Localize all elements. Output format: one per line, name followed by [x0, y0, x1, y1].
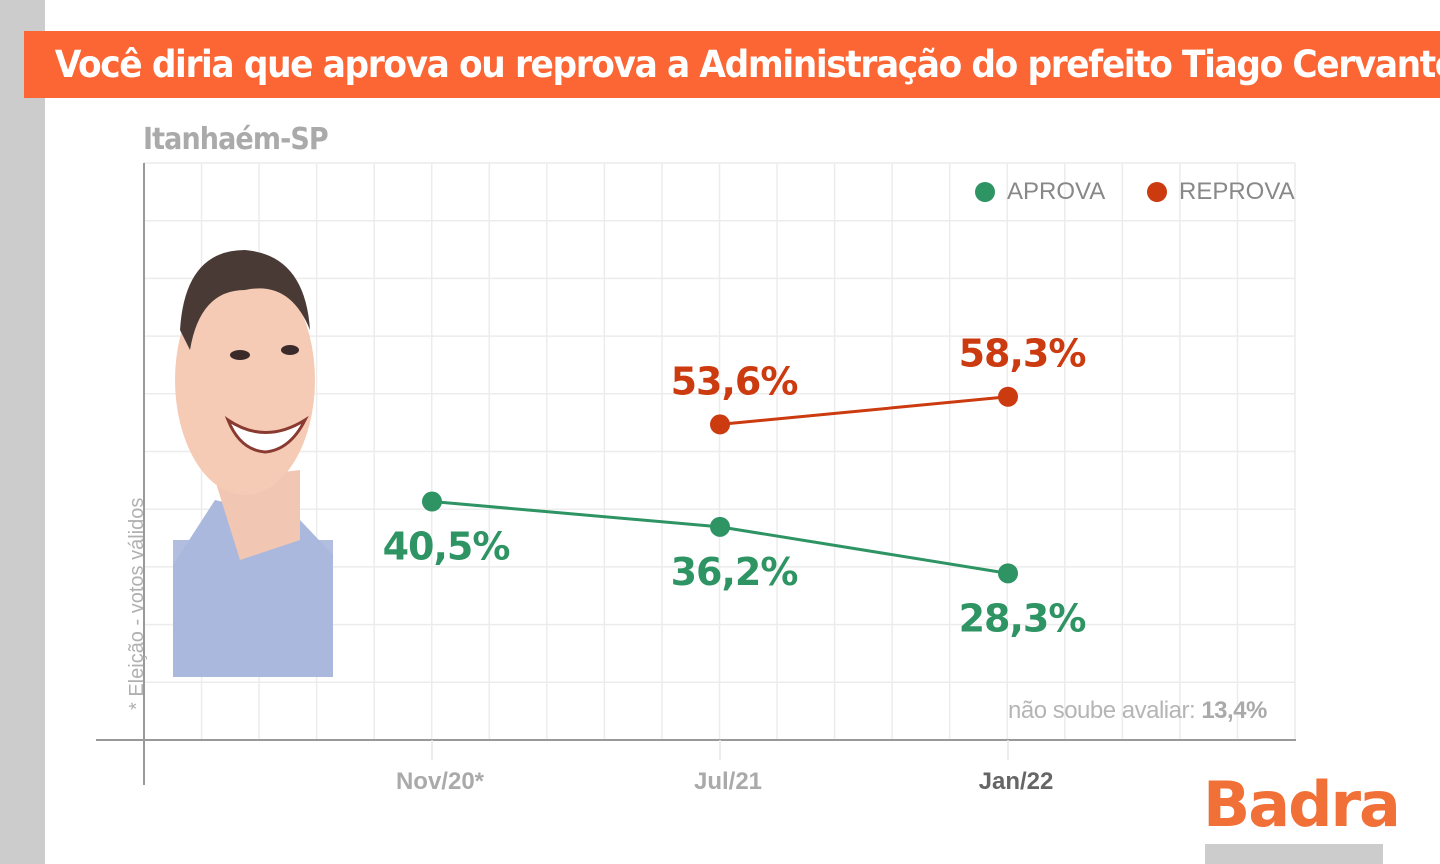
data-point-reprova [710, 414, 730, 435]
data-label: 28,3% [959, 596, 1086, 640]
smile [224, 415, 309, 454]
title-banner: Você diria que aprova ou reprova a Admin… [24, 31, 1440, 98]
data-label: 40,5% [383, 525, 510, 569]
series-line-reprova [719, 395, 1009, 426]
badra-logo: Badra [1203, 768, 1401, 841]
x-tick-label: Nov/20* [396, 768, 485, 795]
chart-subtitle: Itanhaém-SP [143, 122, 329, 157]
y-axis-note: * Eleição - votos válidos [126, 497, 148, 710]
data-label: 36,2% [671, 550, 798, 594]
footnote: não soube avaliar: 13,4% [1008, 697, 1267, 725]
shirt-shoulders [173, 500, 333, 677]
legend-dot-reprova [1147, 182, 1167, 202]
legend-label-aprova: APROVA [1007, 178, 1106, 205]
left-sidebar-strip [0, 0, 45, 864]
caricature-illustration [173, 250, 333, 677]
data-label: 58,3% [959, 332, 1086, 376]
data-point-aprova [998, 563, 1018, 584]
x-tick-label: Jul/21 [694, 768, 762, 795]
hair [180, 250, 310, 350]
logo-bar [1205, 844, 1383, 864]
data-point-aprova [710, 516, 730, 537]
footnote-label: não soube avaliar: [1008, 697, 1196, 724]
data-point-aprova [422, 491, 442, 512]
data-point-reprova [998, 386, 1018, 407]
legend-item-aprova: APROVA [975, 178, 1105, 206]
x-tick-label: Jan/22 [979, 768, 1054, 795]
legend-label-reprova: REPROVA [1179, 178, 1295, 205]
footnote-value: 13,4% [1201, 697, 1267, 724]
legend-dot-aprova [975, 182, 995, 202]
legend-item-reprova: REPROVA [1147, 178, 1295, 206]
chart-title: Você diria que aprova ou reprova a Admin… [54, 43, 1440, 86]
data-label: 53,6% [671, 359, 798, 403]
